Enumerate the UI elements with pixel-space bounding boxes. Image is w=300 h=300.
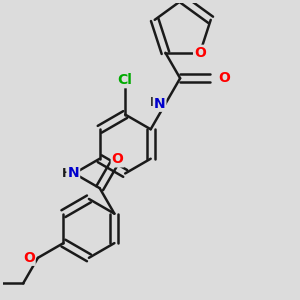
Text: H: H	[150, 96, 160, 109]
Text: O: O	[218, 71, 230, 85]
Text: Cl: Cl	[118, 73, 133, 87]
Text: H: H	[62, 167, 73, 180]
Text: N: N	[154, 97, 165, 111]
Text: N: N	[68, 167, 79, 180]
Text: O: O	[194, 46, 206, 60]
Text: O: O	[23, 251, 34, 265]
Text: O: O	[112, 152, 124, 167]
